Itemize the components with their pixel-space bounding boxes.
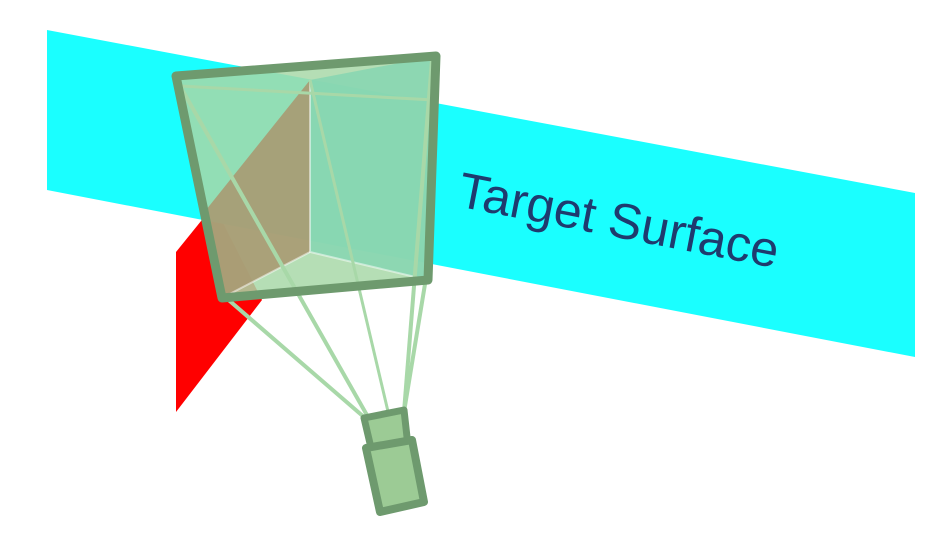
camera-icon <box>360 406 428 516</box>
camera-frustum <box>171 51 441 426</box>
frustum-ray <box>402 59 434 413</box>
camera-body <box>362 436 428 516</box>
frustum-ray <box>402 277 428 413</box>
red-plane <box>176 205 262 412</box>
frustum-diagonal-face <box>206 80 310 298</box>
frustum-inner-wall <box>310 56 436 280</box>
frustum-ray <box>308 79 392 421</box>
frustum-ray <box>178 85 374 425</box>
frustum-ray <box>222 294 374 426</box>
frustum-far-plane-border <box>171 51 441 303</box>
